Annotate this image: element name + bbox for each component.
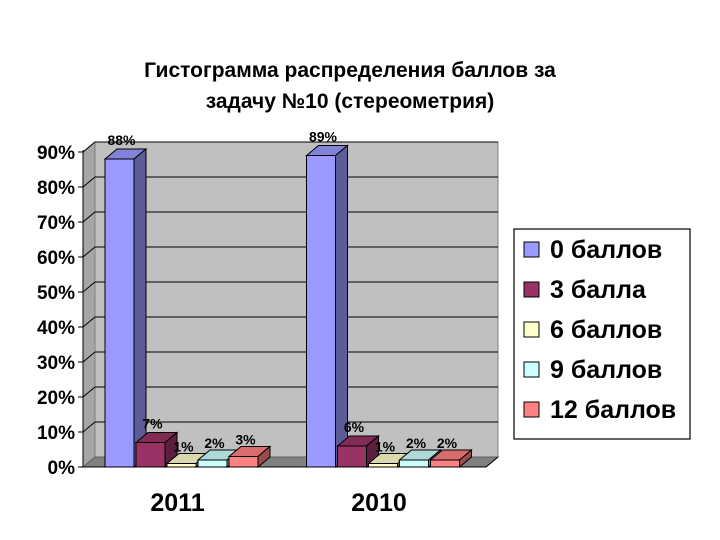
gridline [82, 351, 498, 363]
gridline [82, 141, 498, 153]
y-tick-label: 90% [37, 143, 75, 164]
y-tick-label: 40% [37, 318, 75, 339]
data-label: 2% [406, 435, 427, 451]
gridlines [82, 141, 498, 433]
bar-2011-1 [134, 431, 179, 469]
data-label: 89% [309, 129, 338, 145]
bar-front [228, 456, 259, 468]
data-label: 1% [375, 439, 396, 455]
legend-swatch [523, 401, 540, 418]
gridline [82, 246, 498, 258]
y-tick-label: 50% [37, 283, 75, 304]
legend-swatch [523, 241, 540, 258]
gridline [82, 176, 498, 188]
legend-entry-label: 0 баллов [550, 236, 662, 264]
x-category-label: 2011 [150, 489, 204, 517]
legend-entry-label: 12 баллов [550, 396, 676, 424]
legend-box [513, 228, 691, 440]
data-label: 3% [235, 432, 256, 448]
y-tick-label: 30% [37, 353, 75, 374]
data-label: 2% [437, 435, 458, 451]
gridline [82, 211, 498, 223]
gridline [82, 316, 498, 328]
legend: 0 баллов 3 балла 6 баллов 9 баллов 12 баллов [513, 228, 691, 440]
data-label: 6% [344, 419, 365, 435]
legend-entry-label: 3 балла [550, 276, 647, 304]
gridline [82, 281, 498, 293]
axes-group: 0% 10% 20% 30% 40% 50% 60% 70% 80% 90% 2011 2010 [37, 143, 499, 517]
bar-front [337, 445, 367, 468]
x-axis-depth [485, 456, 499, 468]
bar-front [430, 459, 460, 468]
data-labels-group: 88% 7% 1% 2% 3% 89% 6% 1% 2% 2% [107, 129, 457, 455]
legend-swatch [523, 281, 540, 298]
y-tick-label: 0% [48, 458, 76, 479]
bar-front [306, 155, 336, 468]
bar-front [399, 459, 429, 468]
bar-side [257, 445, 271, 469]
data-label: 1% [173, 439, 194, 455]
bar-front [135, 442, 166, 468]
chart-title-line-1: Гистограмма распределения баллов за [144, 59, 556, 82]
bar-front [104, 158, 135, 468]
legend-swatch [523, 321, 540, 338]
y-tick-label: 70% [37, 213, 75, 234]
chart-title-line-2: задачу №10 (стереометрия) [206, 90, 495, 113]
gridline [82, 421, 498, 433]
legend-entry-label: 6 баллов [550, 316, 662, 344]
legend-swatch [523, 361, 540, 378]
bar-front [197, 459, 228, 468]
y-tick-label: 10% [37, 423, 75, 444]
back-wall [94, 141, 499, 458]
bar-side [459, 448, 472, 469]
data-label: 88% [107, 132, 136, 148]
bar-front [368, 463, 398, 468]
legend-entry-label: 9 баллов [550, 356, 662, 384]
bar-front [166, 463, 197, 468]
bar-2011-0 [103, 147, 148, 469]
data-label: 2% [204, 435, 225, 451]
bars-group [103, 144, 473, 469]
gridline [82, 386, 498, 398]
side-wall [82, 140, 96, 469]
y-tick-label: 80% [37, 178, 75, 199]
y-tick-label: 60% [37, 248, 75, 269]
data-label: 7% [142, 416, 163, 432]
x-category-label: 2010 [351, 489, 407, 517]
y-tick-label: 20% [37, 388, 75, 409]
bar-2010-0 [305, 144, 349, 469]
